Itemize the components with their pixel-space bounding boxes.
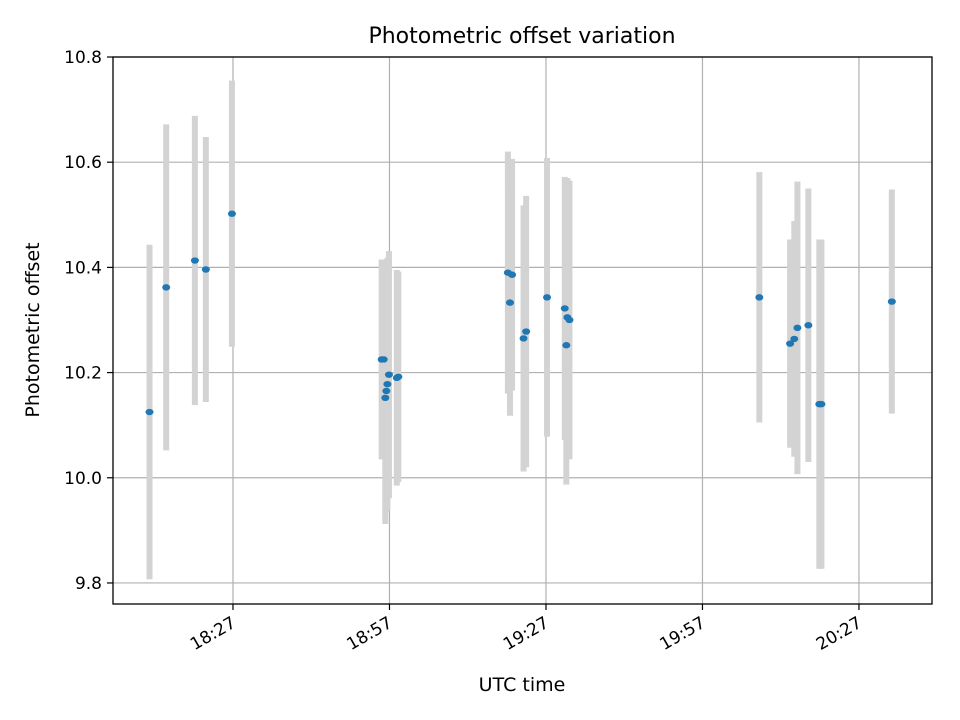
x-tick-label: 20:27 bbox=[813, 613, 865, 655]
y-tick-label: 10.2 bbox=[64, 364, 102, 384]
data-point bbox=[522, 328, 531, 335]
x-axis-label: UTC time bbox=[479, 674, 566, 696]
data-point bbox=[384, 371, 393, 378]
data-point bbox=[786, 340, 795, 347]
data-point bbox=[381, 394, 390, 402]
y-tick-label: 10.4 bbox=[64, 258, 102, 278]
error-bars bbox=[146, 80, 895, 580]
data-point bbox=[817, 400, 826, 408]
data-point bbox=[379, 356, 388, 363]
y-tick-label: 10.8 bbox=[64, 48, 102, 68]
data-point bbox=[519, 335, 528, 342]
data-point bbox=[565, 316, 574, 324]
chart-title: Photometric offset variation bbox=[368, 24, 675, 49]
data-point bbox=[505, 299, 514, 306]
data-point bbox=[793, 324, 802, 332]
x-axis-ticks: 18:27 18:57 19:27 19:57 20:27 bbox=[187, 604, 865, 655]
data-point bbox=[755, 294, 764, 301]
data-points bbox=[145, 210, 896, 416]
data-point bbox=[508, 271, 517, 278]
data-point bbox=[201, 266, 210, 273]
x-tick-label: 19:27 bbox=[500, 613, 552, 655]
y-axis-ticks: 9.8 10.0 10.2 10.4 10.6 10.8 bbox=[64, 48, 113, 594]
data-point bbox=[562, 342, 571, 349]
plot-frame bbox=[112, 56, 933, 605]
data-point bbox=[145, 408, 154, 416]
data-point bbox=[887, 298, 896, 305]
data-point bbox=[804, 322, 813, 329]
data-point bbox=[790, 335, 799, 343]
data-point bbox=[190, 257, 199, 264]
data-point bbox=[382, 387, 391, 395]
data-point bbox=[227, 210, 236, 217]
y-tick-label: 9.8 bbox=[75, 574, 102, 594]
y-axis-label: Photometric offset bbox=[22, 242, 44, 417]
x-tick-label: 18:57 bbox=[344, 613, 396, 655]
data-point bbox=[560, 305, 569, 312]
data-point bbox=[543, 294, 552, 301]
y-tick-label: 10.0 bbox=[64, 469, 102, 489]
data-point bbox=[383, 380, 392, 388]
x-tick-label: 19:57 bbox=[657, 613, 709, 655]
x-tick-label: 18:27 bbox=[187, 613, 239, 655]
y-tick-label: 10.6 bbox=[64, 153, 102, 173]
data-point bbox=[394, 373, 403, 380]
data-point bbox=[162, 284, 171, 291]
